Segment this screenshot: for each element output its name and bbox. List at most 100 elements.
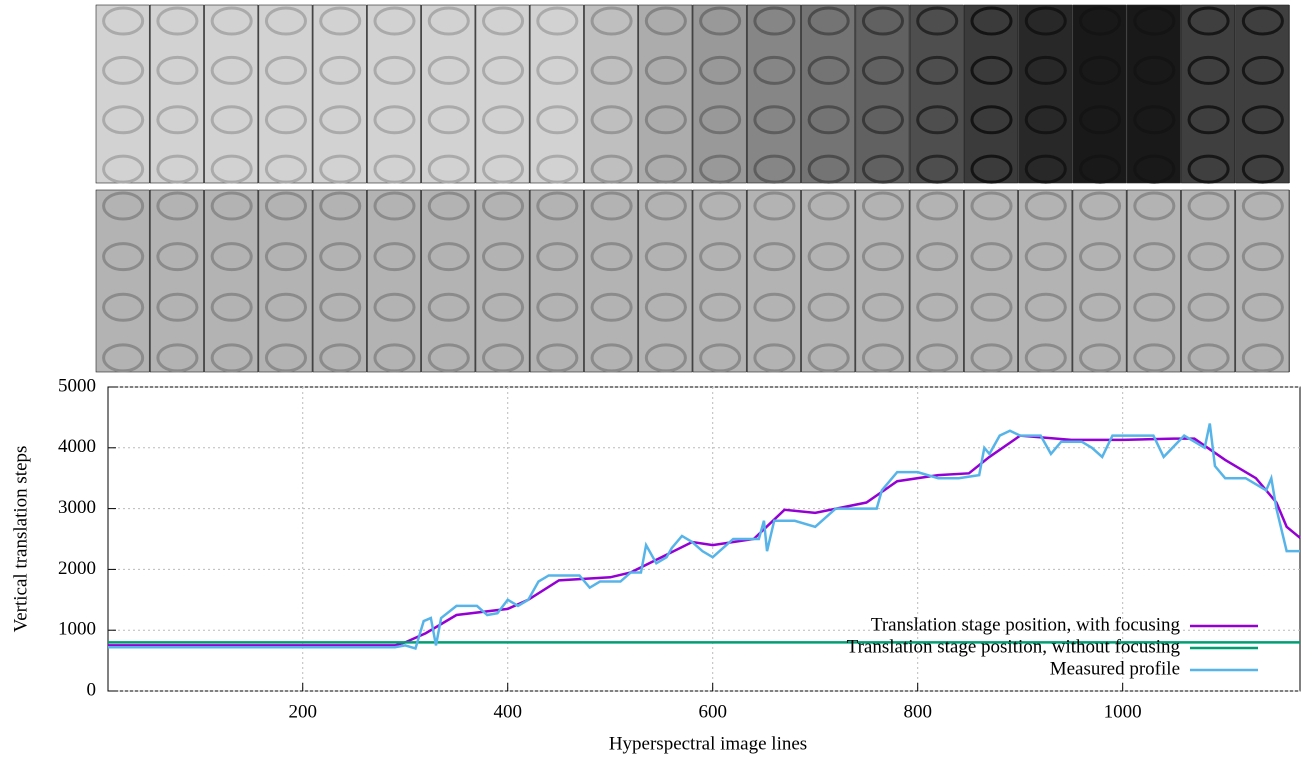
stud	[807, 242, 850, 272]
stud	[699, 55, 742, 85]
stud	[264, 343, 307, 373]
stud	[536, 6, 579, 36]
series-line	[108, 434, 1301, 647]
stud	[536, 154, 579, 184]
y-tick-label: 3000	[58, 497, 96, 518]
x-tick-label: 600	[698, 701, 727, 722]
stud	[1241, 55, 1284, 85]
stud	[102, 191, 145, 221]
stud	[319, 343, 362, 373]
stud	[1079, 105, 1122, 135]
stud	[156, 6, 199, 36]
stud	[590, 6, 633, 36]
stud	[482, 154, 525, 184]
stud	[536, 242, 579, 272]
stud	[102, 105, 145, 135]
stud	[970, 343, 1013, 373]
stud	[427, 105, 470, 135]
stud	[319, 242, 362, 272]
legend-label: Measured profile	[1050, 658, 1180, 679]
stud	[1133, 6, 1176, 36]
stud	[1133, 55, 1176, 85]
stud	[807, 292, 850, 322]
stud	[102, 242, 145, 272]
stud	[590, 154, 633, 184]
stud	[1133, 154, 1176, 184]
stud	[427, 191, 470, 221]
stud	[590, 191, 633, 221]
stud	[861, 154, 904, 184]
stud	[970, 242, 1013, 272]
stud	[319, 105, 362, 135]
stud	[1133, 105, 1176, 135]
stud	[210, 242, 253, 272]
legend-label: Translation stage position, with focusin…	[871, 614, 1181, 635]
stud	[1024, 292, 1067, 322]
stud	[156, 105, 199, 135]
stud	[1133, 292, 1176, 322]
stud	[1241, 6, 1284, 36]
stud	[1024, 6, 1067, 36]
stud	[1187, 242, 1230, 272]
stud	[699, 154, 742, 184]
stud	[1079, 154, 1122, 184]
stud	[210, 6, 253, 36]
stud	[753, 105, 796, 135]
stud	[699, 242, 742, 272]
stud	[916, 191, 959, 221]
stud	[807, 105, 850, 135]
stud	[1133, 343, 1176, 373]
stud	[427, 343, 470, 373]
stud	[1079, 343, 1122, 373]
stud	[644, 343, 687, 373]
stud	[970, 55, 1013, 85]
stud	[970, 154, 1013, 184]
stud	[1241, 242, 1284, 272]
stud	[102, 154, 145, 184]
stud	[753, 154, 796, 184]
stud	[264, 292, 307, 322]
stud	[590, 55, 633, 85]
stud	[210, 154, 253, 184]
stud	[916, 292, 959, 322]
stud	[1024, 191, 1067, 221]
stud	[264, 6, 307, 36]
stud	[482, 191, 525, 221]
stud	[1079, 242, 1122, 272]
stud	[644, 292, 687, 322]
stud	[156, 191, 199, 221]
stud	[1241, 292, 1284, 322]
stud	[970, 105, 1013, 135]
stud	[210, 191, 253, 221]
x-axis-label: Hyperspectral image lines	[609, 733, 807, 754]
stud	[916, 154, 959, 184]
stud	[373, 6, 416, 36]
stud	[861, 6, 904, 36]
stud	[861, 292, 904, 322]
stud	[970, 292, 1013, 322]
stud	[699, 343, 742, 373]
stud	[1024, 55, 1067, 85]
stud	[536, 292, 579, 322]
stud	[590, 105, 633, 135]
stud	[427, 55, 470, 85]
stud	[1187, 6, 1230, 36]
stud	[644, 105, 687, 135]
stud	[156, 242, 199, 272]
stud	[536, 191, 579, 221]
stud	[699, 292, 742, 322]
stud	[156, 55, 199, 85]
stud	[1133, 242, 1176, 272]
stud	[699, 191, 742, 221]
stud	[210, 55, 253, 85]
stud	[644, 242, 687, 272]
stud	[319, 6, 362, 36]
stud	[536, 105, 579, 135]
stud	[482, 105, 525, 135]
stud	[319, 292, 362, 322]
stud	[644, 154, 687, 184]
stud	[644, 55, 687, 85]
stud	[1079, 292, 1122, 322]
x-tick-label: 200	[288, 701, 317, 722]
